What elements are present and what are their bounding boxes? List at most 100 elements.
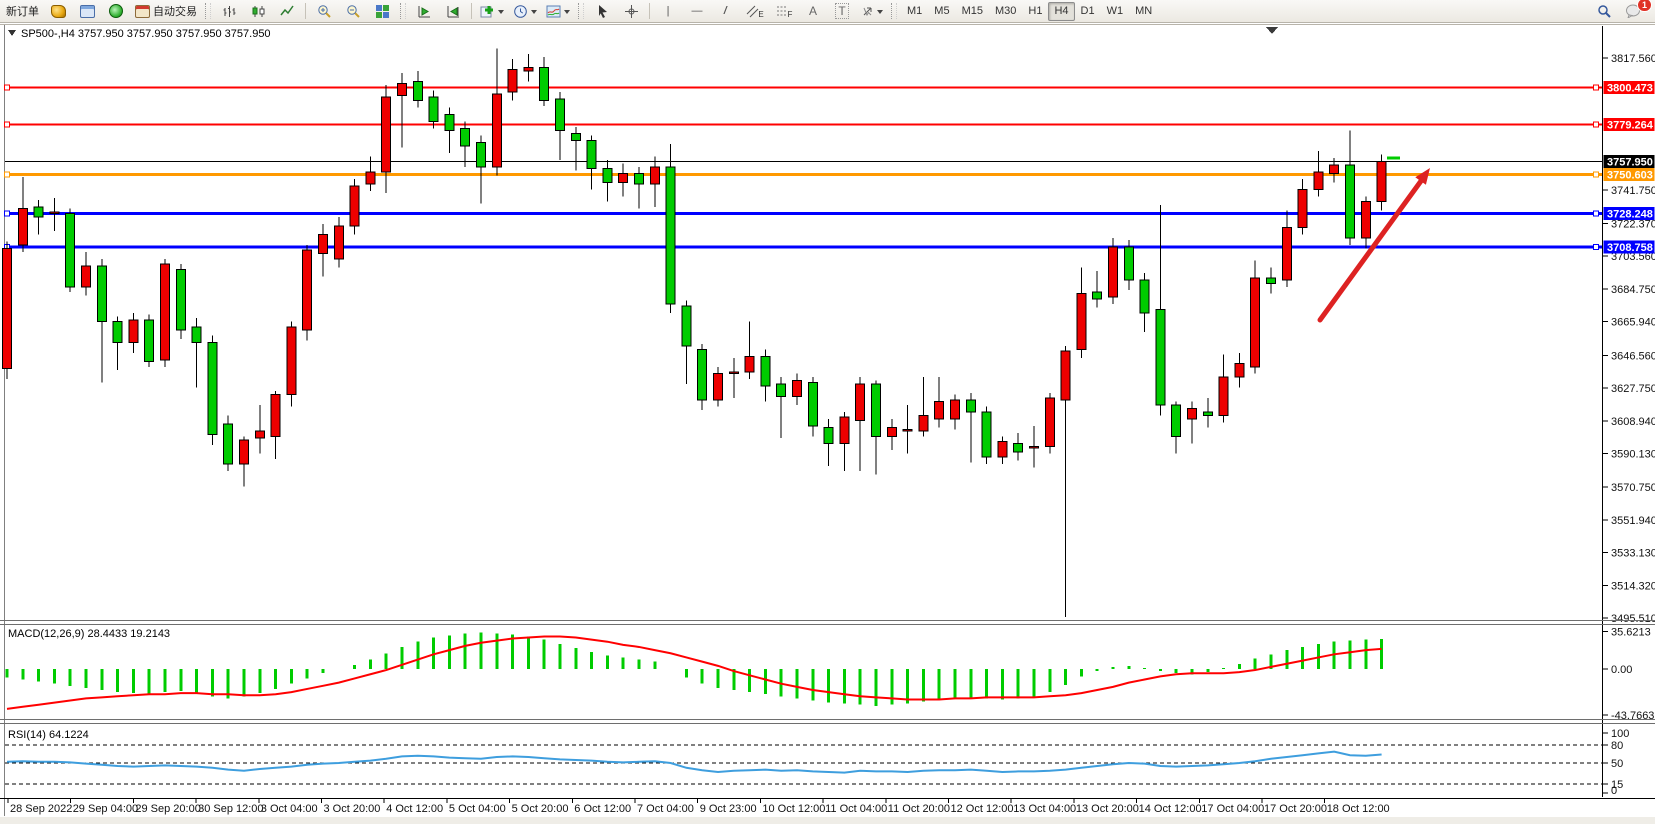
time-tick-label: 6 Oct 12:00 bbox=[574, 803, 631, 815]
chart-menu-triangle-icon[interactable] bbox=[8, 30, 16, 36]
signals-button[interactable] bbox=[102, 1, 130, 22]
metaeditor-button[interactable] bbox=[73, 1, 101, 22]
candle-body bbox=[618, 173, 629, 183]
hline-handle[interactable] bbox=[1593, 121, 1599, 128]
timeframe-m15[interactable]: M15 bbox=[961, 5, 983, 17]
timeframe-h1[interactable]: H1 bbox=[1028, 5, 1043, 17]
hline-handle[interactable] bbox=[1593, 244, 1599, 251]
candle-body bbox=[981, 411, 992, 458]
trendline-tool[interactable]: / bbox=[712, 1, 740, 22]
candle-body bbox=[81, 265, 91, 288]
candle-body bbox=[1123, 246, 1134, 281]
chart-shift-button[interactable] bbox=[439, 1, 467, 22]
candle-body bbox=[112, 321, 123, 343]
hline-handle[interactable] bbox=[1593, 84, 1599, 91]
hline-handle[interactable] bbox=[4, 171, 10, 178]
trend-arrow-annotation[interactable] bbox=[1317, 168, 1430, 323]
vertical-line-icon: | bbox=[666, 5, 670, 17]
candle-body bbox=[697, 348, 708, 401]
hline-handle[interactable] bbox=[4, 84, 10, 91]
autotrading-button[interactable]: 自动交易 bbox=[131, 1, 201, 22]
candlesticks bbox=[2, 48, 1400, 618]
candle-body bbox=[807, 381, 818, 427]
new-order-button[interactable]: 新订单 bbox=[2, 1, 43, 22]
clock-icon bbox=[514, 4, 527, 18]
candle-body bbox=[17, 208, 28, 246]
zoom-out-button[interactable] bbox=[339, 1, 367, 22]
line-chart-button[interactable] bbox=[273, 1, 301, 22]
bar-chart-button[interactable] bbox=[215, 1, 243, 22]
timeframe-m30[interactable]: M30 bbox=[994, 5, 1017, 17]
channel-icon bbox=[746, 5, 759, 17]
candle-body bbox=[491, 93, 502, 168]
price-tick-label: 3741.750 bbox=[1611, 185, 1655, 197]
candle-body bbox=[428, 96, 439, 123]
candle-body bbox=[507, 68, 518, 93]
notifications-button[interactable]: 1 bbox=[1619, 0, 1652, 22]
fibonacci-tool[interactable]: F bbox=[770, 1, 798, 22]
time-tick-label: 5 Oct 20:00 bbox=[512, 803, 569, 815]
templates-button[interactable] bbox=[542, 1, 574, 22]
horizontal-level-lines bbox=[4, 84, 1602, 251]
candle-body bbox=[555, 98, 565, 131]
price-badge-label: 3728.248 bbox=[1607, 208, 1653, 220]
candle-body bbox=[1044, 397, 1055, 448]
arrows-tool[interactable] bbox=[857, 1, 887, 22]
zoom-in-button[interactable] bbox=[310, 1, 338, 22]
candle-body bbox=[744, 355, 755, 373]
hline-handle[interactable] bbox=[1593, 171, 1599, 178]
text-label-tool[interactable]: T bbox=[828, 1, 856, 22]
candle-body bbox=[1092, 291, 1103, 300]
rsi-axis-label: 100 bbox=[1611, 728, 1629, 740]
text-tool[interactable]: A bbox=[799, 1, 827, 22]
time-tick-label: 11 Oct 04:00 bbox=[825, 803, 887, 815]
chart-canvas[interactable]: 3817.560 3741.750 3722.370 3703.560 3684.750… bbox=[0, 24, 1655, 824]
timeframe-m1[interactable]: M1 bbox=[907, 5, 923, 17]
horizontal-line-tool[interactable]: — bbox=[683, 1, 711, 22]
arrow-head[interactable] bbox=[1415, 168, 1430, 185]
candle-body bbox=[665, 166, 676, 305]
channel-label: E bbox=[758, 9, 764, 19]
arrows-icon bbox=[863, 7, 872, 16]
templates-icon bbox=[546, 5, 561, 17]
timeframe-mn[interactable]: MN bbox=[1135, 5, 1153, 17]
periods-button[interactable] bbox=[509, 1, 541, 22]
candle-body bbox=[1029, 446, 1039, 449]
timeframe-d1[interactable]: D1 bbox=[1080, 5, 1095, 17]
chevron-down-icon bbox=[531, 9, 537, 17]
gold-seal-icon[interactable] bbox=[44, 1, 72, 22]
candle-body bbox=[965, 399, 976, 413]
price-tick-label: 3703.560 bbox=[1611, 251, 1655, 263]
arrow-shaft[interactable] bbox=[1317, 178, 1424, 323]
timeframe-h4[interactable]: H4 bbox=[1048, 1, 1075, 21]
cursor-tool-button[interactable] bbox=[588, 1, 616, 22]
crosshair-tool-button[interactable] bbox=[617, 1, 645, 22]
candle-body bbox=[681, 305, 692, 347]
chart-shift-marker-icon[interactable] bbox=[1266, 27, 1278, 34]
hline-handle[interactable] bbox=[1593, 210, 1599, 217]
price-badge bbox=[1603, 240, 1655, 254]
candle-body bbox=[349, 185, 360, 227]
timeframe-w1[interactable]: W1 bbox=[1106, 5, 1124, 17]
vertical-line-tool[interactable]: | bbox=[654, 1, 682, 22]
hline-handle[interactable] bbox=[4, 121, 10, 128]
auto-scroll-button[interactable] bbox=[410, 1, 438, 22]
search-button[interactable] bbox=[1590, 1, 1618, 22]
candle-body bbox=[871, 383, 881, 437]
candlestick-chart-button[interactable] bbox=[244, 1, 272, 22]
hline-handle[interactable] bbox=[4, 210, 10, 217]
candle-body bbox=[1234, 362, 1245, 378]
price-axis[interactable]: 3817.560 3741.750 3722.370 3703.560 3684.750… bbox=[0, 26, 1655, 797]
indicators-button[interactable] bbox=[476, 1, 508, 22]
macd-axis-label: -43.7663 bbox=[1611, 710, 1654, 722]
chevron-down-icon bbox=[877, 9, 883, 17]
price-tick-label: 3533.130 bbox=[1611, 548, 1655, 560]
channel-tool[interactable]: E bbox=[741, 1, 769, 22]
time-tick-label: 28 Sep 2022 bbox=[10, 803, 72, 815]
tile-windows-button[interactable] bbox=[368, 1, 396, 22]
time-tick-label: 3 Oct 20:00 bbox=[324, 803, 381, 815]
candlestick-chart-icon bbox=[252, 5, 264, 17]
timeframe-m5[interactable]: M5 bbox=[934, 5, 950, 17]
